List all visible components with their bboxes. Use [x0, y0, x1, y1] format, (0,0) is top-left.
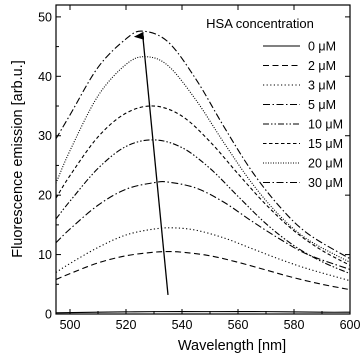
x-tick-label: 580: [284, 318, 305, 332]
legend-label: 3 μM: [308, 79, 336, 93]
legend-label: 20 μM: [308, 157, 343, 171]
x-tick-label: 500: [60, 318, 81, 332]
series-line-3: [56, 181, 350, 270]
legend-label: 30 μM: [308, 176, 343, 190]
series-line-0: [56, 311, 350, 314]
legend-label: 0 μM: [308, 40, 336, 54]
legend-label: 15 μM: [308, 137, 343, 151]
y-tick-label: 30: [38, 129, 52, 143]
y-tick-label: 0: [45, 308, 52, 322]
y-tick-label: 20: [38, 189, 52, 203]
legend-label: 5 μM: [308, 98, 336, 112]
y-tick-label: 50: [38, 10, 52, 24]
x-tick-label: 560: [228, 318, 249, 332]
axes-layer: 500 520 540 560 580 600 0 10 20 30 40 50: [38, 4, 361, 332]
y-tick-label: 10: [38, 248, 52, 262]
concentration-arrow: [133, 31, 169, 296]
legend-title: HSA concentration: [206, 16, 314, 31]
legend-label: 2 μM: [308, 59, 336, 73]
legend: HSA concentration 0 μM 2 μM 3 μM 5 μM 10 μM 1…: [206, 16, 343, 190]
series-line-5: [56, 105, 350, 266]
x-axis-label: Wavelength [nm]: [178, 338, 286, 354]
series-line-4: [56, 139, 350, 275]
y-axis-label: Fluorescence emission [arb.u.]: [10, 60, 26, 257]
x-tick-label: 520: [116, 318, 137, 332]
series-line-7: [56, 30, 350, 260]
series-line-6: [56, 56, 350, 263]
plot-frame: [55, 4, 351, 315]
series-layer: [56, 30, 350, 314]
legend-label: 10 μM: [308, 118, 343, 132]
x-tick-label: 600: [340, 318, 361, 332]
y-tick-label: 40: [38, 70, 52, 84]
series-line-1: [56, 251, 350, 291]
annotation-layer: [133, 31, 169, 296]
series-line-2: [56, 227, 350, 282]
x-tick-label: 540: [172, 318, 193, 332]
legend-items: 0 μM 2 μM 3 μM 5 μM 10 μM 15 μM 20 μM 30 μM: [263, 40, 343, 190]
